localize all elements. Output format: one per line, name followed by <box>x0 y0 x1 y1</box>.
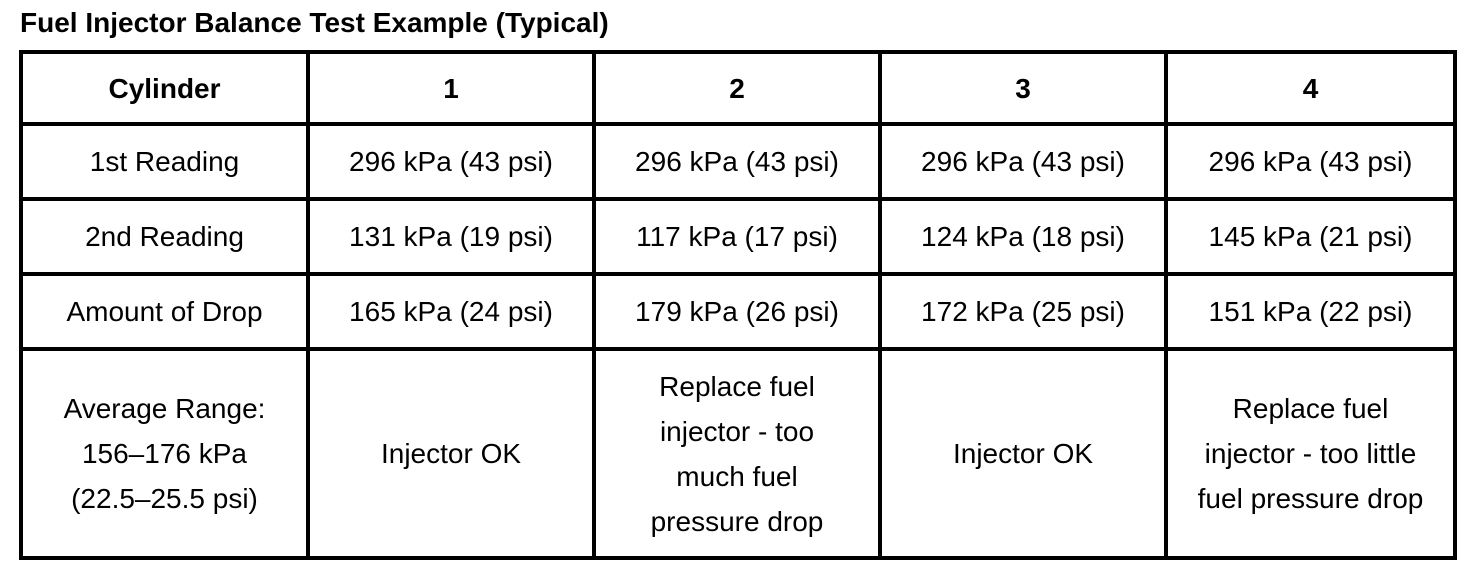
fuel-injector-balance-table: Cylinder 1 2 3 4 1st Reading 296 kPa (43… <box>19 50 1457 560</box>
cell-drop-cyl4: 151 kPa (22 psi) <box>1164 272 1457 351</box>
table-row-average-range-verdict: Average Range: 156–176 kPa (22.5–25.5 ps… <box>19 347 1457 560</box>
cell-drop-cyl3: 172 kPa (25 psi) <box>878 272 1168 351</box>
row-label-2nd-reading: 2nd Reading <box>19 197 310 276</box>
cell-verdict-cyl2: Replace fuel injector - too much fuel pr… <box>592 347 882 560</box>
row-label-1st-reading: 1st Reading <box>19 122 310 201</box>
cell-2nd-reading-cyl4: 145 kPa (21 psi) <box>1164 197 1457 276</box>
cell-2nd-reading-cyl3: 124 kPa (18 psi) <box>878 197 1168 276</box>
header-cylinder-1: 1 <box>306 50 596 126</box>
cell-verdict-cyl1: Injector OK <box>306 347 596 560</box>
cell-1st-reading-cyl1: 296 kPa (43 psi) <box>306 122 596 201</box>
cell-1st-reading-cyl4: 296 kPa (43 psi) <box>1164 122 1457 201</box>
table-row-2nd-reading: 2nd Reading 131 kPa (19 psi) 117 kPa (17… <box>19 197 1457 276</box>
page-title: Fuel Injector Balance Test Example (Typi… <box>20 7 609 38</box>
header-cylinder-2: 2 <box>592 50 882 126</box>
cell-drop-cyl1: 165 kPa (24 psi) <box>306 272 596 351</box>
header-cylinder-4: 4 <box>1164 50 1457 126</box>
cell-2nd-reading-cyl1: 131 kPa (19 psi) <box>306 197 596 276</box>
header-cylinder: Cylinder <box>19 50 310 126</box>
table-header-row: Cylinder 1 2 3 4 <box>19 50 1457 126</box>
row-label-amount-of-drop: Amount of Drop <box>19 272 310 351</box>
cell-drop-cyl2: 179 kPa (26 psi) <box>592 272 882 351</box>
cell-1st-reading-cyl3: 296 kPa (43 psi) <box>878 122 1168 201</box>
header-cylinder-3: 3 <box>878 50 1168 126</box>
cell-verdict-cyl4: Replace fuel injector - too little fuel … <box>1164 347 1457 560</box>
table-row-1st-reading: 1st Reading 296 kPa (43 psi) 296 kPa (43… <box>19 122 1457 201</box>
row-label-average-range: Average Range: 156–176 kPa (22.5–25.5 ps… <box>19 347 310 560</box>
cell-verdict-cyl3: Injector OK <box>878 347 1168 560</box>
cell-2nd-reading-cyl2: 117 kPa (17 psi) <box>592 197 882 276</box>
table-row-amount-of-drop: Amount of Drop 165 kPa (24 psi) 179 kPa … <box>19 272 1457 351</box>
cell-1st-reading-cyl2: 296 kPa (43 psi) <box>592 122 882 201</box>
